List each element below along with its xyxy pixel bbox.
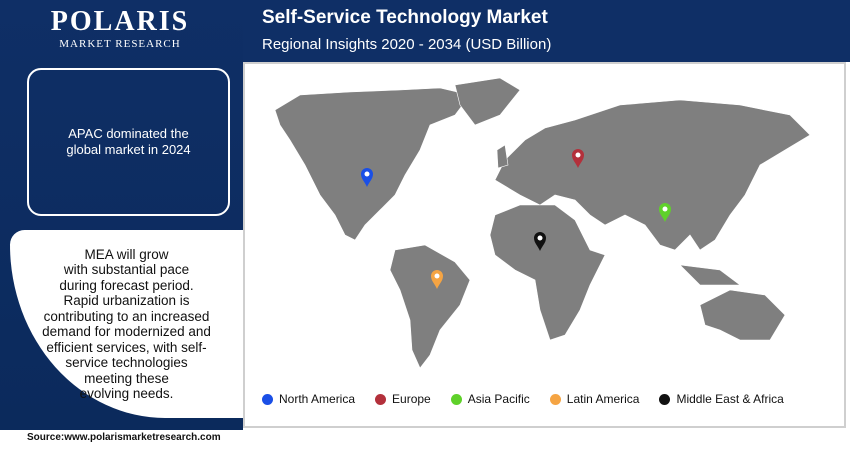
- australia: [699, 289, 786, 341]
- pin-hole: [575, 152, 581, 158]
- pin-body: [361, 168, 373, 187]
- legend-label: North America: [279, 392, 356, 406]
- logo: POLARIS: [50, 6, 190, 37]
- legend-marker: [549, 393, 561, 405]
- eurasia: [494, 99, 811, 251]
- legend-label: Middle East & Africa: [676, 392, 784, 406]
- map-pin: [361, 168, 373, 187]
- legend-marker: [262, 393, 273, 405]
- uk: [496, 144, 509, 169]
- legend-item: Asia Pacific: [450, 392, 530, 406]
- north-america: [274, 87, 471, 241]
- pin-hole: [434, 273, 440, 279]
- pin-hole: [662, 206, 668, 212]
- south-america: [389, 244, 471, 369]
- callout-line: global market in 2024: [66, 142, 191, 157]
- greenland: [454, 77, 521, 126]
- map-pin: [534, 232, 546, 251]
- legend-label: Latin America: [566, 392, 640, 406]
- legend-item: Latin America: [549, 392, 640, 406]
- pin-body: [431, 270, 443, 289]
- callout-line: service technologies: [65, 355, 188, 370]
- callout: MEA will grow with substantial pace during…: [10, 230, 243, 418]
- callout-line: during forecast period.: [59, 277, 194, 293]
- map-pin: [572, 149, 584, 168]
- legend-item: Middle East & Africa: [659, 392, 784, 406]
- legend-marker: [659, 393, 671, 405]
- indonesia: [679, 264, 741, 286]
- subtitle: Regional Insights 2020 - 2034 (USD Billi…: [262, 36, 552, 53]
- pin-body: [534, 232, 546, 251]
- callout-line: contributing to an increased: [43, 308, 210, 324]
- pin-body: [572, 149, 584, 168]
- map-pin: [659, 203, 671, 222]
- callout-line: efficient services, with self-: [46, 339, 207, 355]
- legend: North America Europe Asia Pacific Latin Ame…: [262, 392, 784, 406]
- callout-line: MEA will grow: [84, 246, 169, 262]
- map-pin: [431, 270, 443, 289]
- callout-line: evolving needs.: [79, 386, 174, 401]
- callout-line: with substantial pace: [63, 262, 190, 277]
- source: Source:www.polarismarketresearch.com: [27, 432, 221, 443]
- callout-line: APAC dominated the: [68, 126, 189, 141]
- pin-hole: [537, 235, 543, 241]
- legend-item: North America: [262, 392, 355, 406]
- callout-line: meeting these: [84, 370, 169, 386]
- logo-tagline: MARKET RESEARCH: [59, 38, 181, 50]
- africa: [489, 204, 606, 341]
- legend-item: Europe: [375, 392, 431, 406]
- legend-label: Asia Pacific: [467, 392, 530, 406]
- callout-line: Rapid urbanization is: [63, 293, 190, 308]
- callout-line: demand for modernized and: [42, 324, 211, 339]
- pin-body: [659, 203, 671, 222]
- legend-marker: [450, 393, 462, 405]
- pin-hole: [364, 171, 370, 177]
- legend-label: Europe: [392, 392, 431, 406]
- callout: APAC dominated the global market in 2024: [27, 68, 230, 216]
- legend-marker: [375, 393, 387, 405]
- map-frame: [243, 62, 846, 428]
- title: Self-Service Technology Market: [262, 7, 548, 28]
